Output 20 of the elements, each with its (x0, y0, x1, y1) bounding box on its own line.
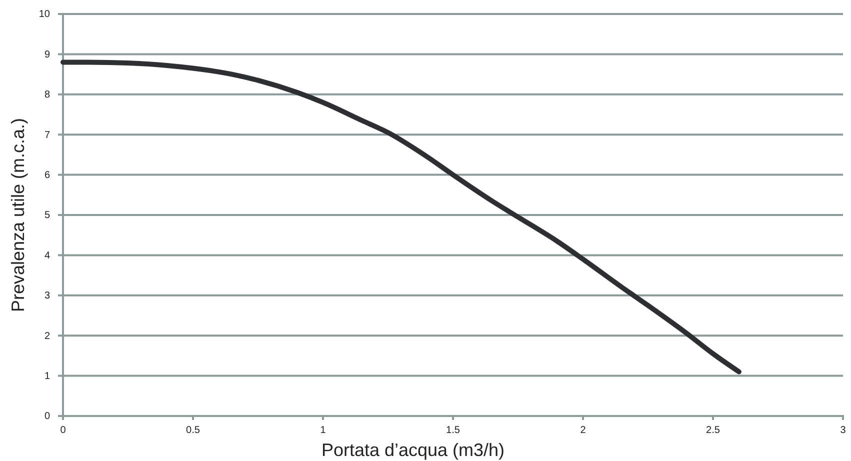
y-tick-label: 8 (44, 90, 50, 101)
x-tick-label: 0 (60, 425, 66, 436)
x-tick-label: 1 (320, 425, 326, 436)
x-tick-label: 2.5 (706, 425, 720, 436)
y-tick-label: 3 (44, 290, 50, 302)
y-tick-label: 7 (44, 130, 50, 141)
y-tick-label: 1 (44, 371, 50, 382)
x-tick-label: 3 (840, 425, 846, 436)
y-tick-label: 5 (44, 210, 50, 222)
x-tick-label: 2 (580, 425, 586, 436)
x-tick-label: 1.5 (446, 425, 460, 436)
y-tick-label: 9 (44, 49, 50, 60)
y-tick-label: 2 (44, 330, 50, 342)
x-axis-title: Portata d’acqua (m3/h) (321, 440, 505, 460)
x-tick-label: 0.5 (186, 425, 200, 436)
y-tick-label: 10 (38, 9, 50, 20)
y-axis-title: Prevalenza utile (m.c.a.) (8, 118, 28, 312)
y-tick-label: 4 (44, 250, 50, 262)
y-tick-label: 6 (44, 170, 50, 181)
y-tick-label: 0 (44, 411, 50, 422)
